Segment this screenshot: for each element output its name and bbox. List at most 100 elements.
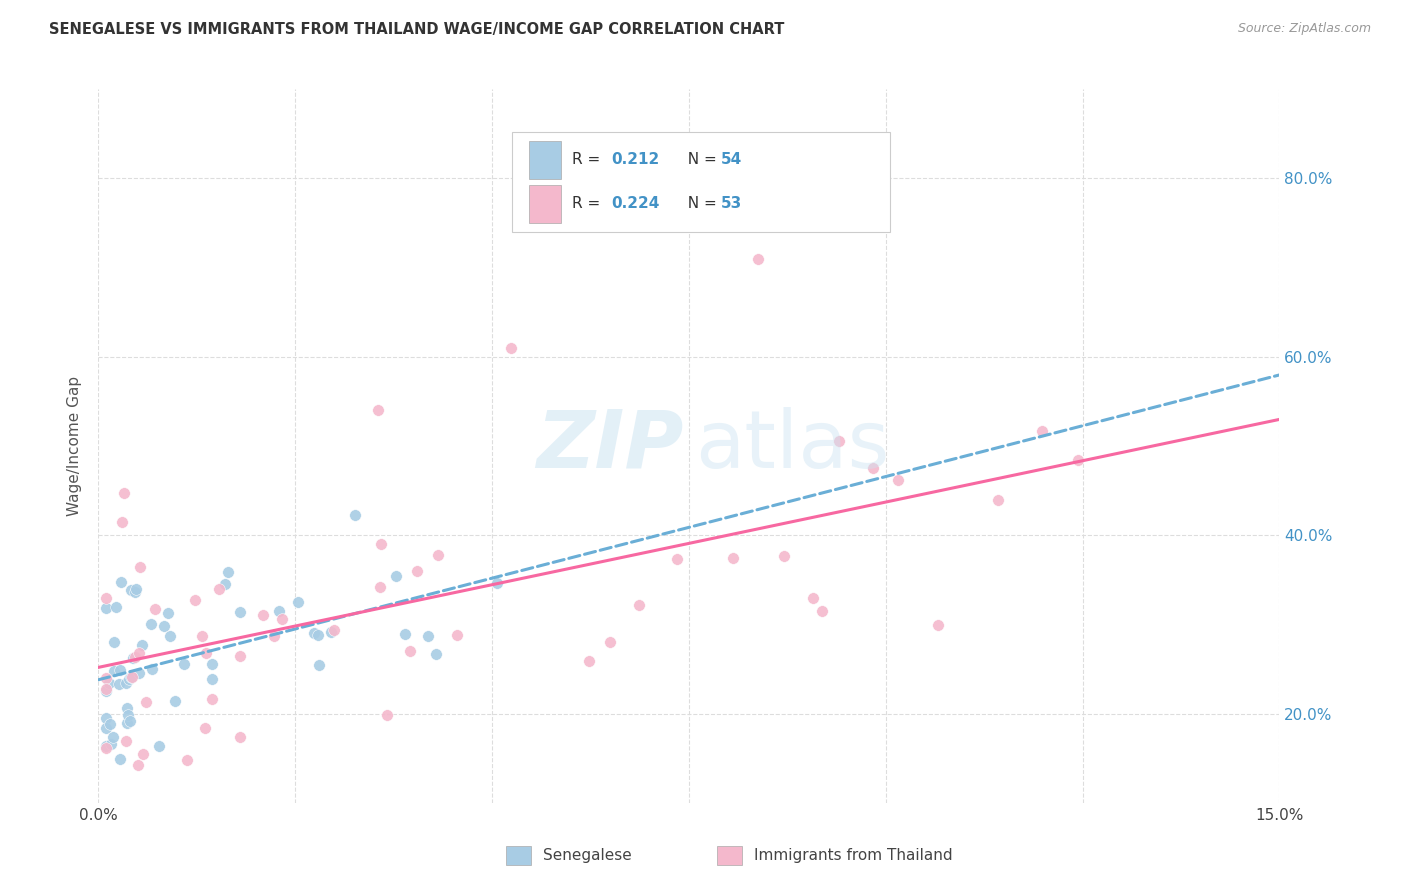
Point (165, 694, 187, 708)
Point (139, 617, 162, 632)
Point (115, 734, 138, 748)
Point (98, 676, 121, 690)
Point (385, 568, 408, 582)
Text: ZIP: ZIP (536, 407, 683, 485)
Point (111, 515, 134, 529)
Point (120, 670, 142, 684)
Point (124, 650, 146, 665)
Point (122, 650, 145, 665)
Point (208, 582, 231, 596)
Point (987, 493, 1010, 508)
Point (194, 721, 217, 735)
Point (184, 592, 207, 607)
Point (501, 341, 523, 355)
Point (145, 602, 167, 616)
Point (114, 676, 136, 690)
Point (129, 559, 152, 574)
Point (666, 551, 689, 566)
Point (368, 580, 391, 594)
Point (131, 747, 153, 761)
Point (887, 473, 910, 487)
Point (828, 434, 851, 449)
Point (578, 654, 600, 668)
Point (599, 635, 621, 649)
Point (96, 740, 118, 755)
Point (120, 582, 142, 597)
Point (287, 595, 309, 609)
Point (343, 508, 366, 522)
Point (96, 721, 118, 735)
Text: 53: 53 (721, 196, 742, 211)
Point (1067, 453, 1090, 467)
Point (446, 628, 468, 642)
Point (141, 662, 163, 676)
Y-axis label: Wage/Income Gap: Wage/Income Gap (67, 376, 83, 516)
Point (191, 629, 214, 643)
Point (399, 644, 422, 658)
Text: R =: R = (572, 196, 606, 211)
Point (862, 461, 884, 475)
Text: atlas: atlas (695, 407, 889, 485)
Point (121, 670, 143, 684)
Point (96, 682, 118, 697)
Point (153, 618, 176, 632)
Point (131, 638, 153, 652)
Point (127, 757, 149, 772)
Point (229, 605, 252, 619)
Point (108, 676, 131, 690)
Point (156, 607, 179, 621)
Point (321, 625, 343, 640)
Point (370, 537, 392, 551)
Point (159, 630, 181, 644)
Text: N =: N = (678, 196, 721, 211)
Point (173, 657, 195, 671)
Point (103, 730, 125, 744)
Point (108, 752, 131, 766)
Point (176, 753, 198, 767)
Point (118, 672, 141, 686)
Point (375, 708, 398, 723)
Point (125, 582, 148, 596)
Point (96, 711, 118, 725)
Point (1031, 424, 1053, 438)
Point (100, 738, 122, 752)
Point (801, 591, 824, 605)
Text: SENEGALESE VS IMMIGRANTS FROM THAILAND WAGE/INCOME GAP CORRELATION CHART: SENEGALESE VS IMMIGRANTS FROM THAILAND W… (49, 22, 785, 37)
Text: N =: N = (678, 153, 721, 168)
Point (96, 739, 118, 753)
Text: Source: ZipAtlas.com: Source: ZipAtlas.com (1237, 22, 1371, 36)
Point (427, 549, 450, 563)
Point (115, 715, 138, 730)
Point (96, 671, 118, 685)
Point (110, 574, 132, 589)
Point (105, 600, 128, 615)
Point (308, 657, 330, 672)
Point (627, 599, 650, 613)
Point (120, 714, 142, 729)
Text: 0.212: 0.212 (612, 153, 659, 168)
Point (367, 403, 389, 417)
Text: 54: 54 (721, 153, 742, 168)
Point (307, 628, 329, 642)
Point (117, 708, 139, 723)
Point (927, 618, 949, 632)
Point (128, 647, 150, 661)
Point (323, 623, 346, 637)
Point (721, 550, 744, 565)
Point (115, 701, 138, 715)
Point (128, 665, 150, 680)
Point (110, 663, 132, 677)
Point (485, 576, 508, 591)
Point (406, 564, 429, 578)
Point (96, 684, 118, 698)
Text: Senegalese: Senegalese (543, 848, 631, 863)
Point (96, 601, 118, 615)
Point (124, 585, 146, 599)
Point (148, 739, 170, 753)
Point (112, 486, 135, 500)
Point (252, 608, 274, 623)
Point (201, 657, 224, 672)
Point (201, 672, 224, 686)
Point (217, 565, 239, 579)
Point (201, 692, 224, 706)
